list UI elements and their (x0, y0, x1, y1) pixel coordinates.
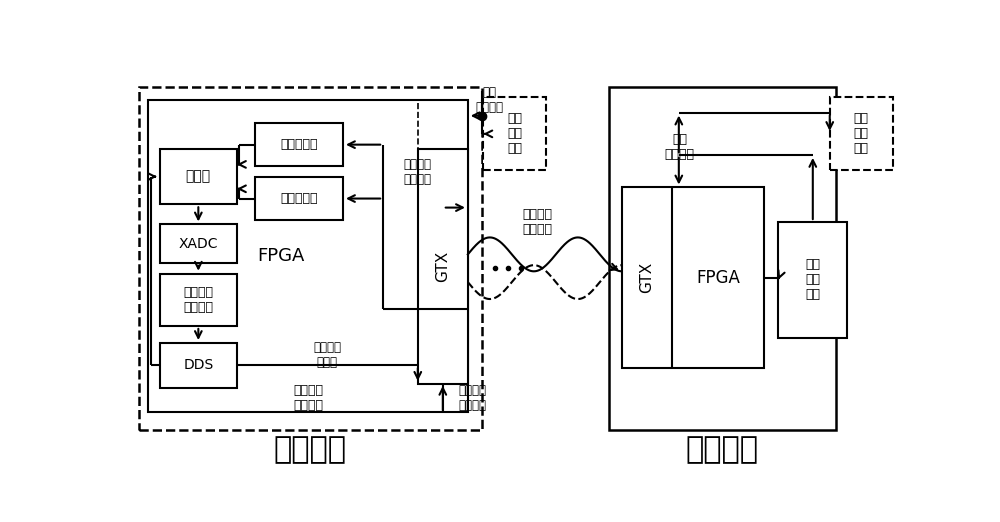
Text: 本地节点: 本地节点 (274, 435, 347, 464)
Text: 时钟
净化
模块: 时钟 净化 模块 (805, 258, 820, 301)
Text: GTX: GTX (639, 262, 654, 293)
Text: XADC: XADC (179, 236, 218, 251)
Text: 远程节点: 远程节点 (686, 435, 759, 464)
Text: 相位补偿
控制量: 相位补偿 控制量 (313, 341, 341, 369)
Text: 光纤串行
数据传输: 光纤串行 数据传输 (522, 208, 552, 236)
Text: FPGA: FPGA (257, 247, 305, 265)
Text: 本地
参考时钟: 本地 参考时钟 (475, 86, 503, 114)
FancyBboxPatch shape (148, 100, 468, 412)
FancyBboxPatch shape (609, 87, 836, 430)
Text: FPGA: FPGA (696, 269, 740, 287)
Text: DDS: DDS (183, 358, 213, 372)
FancyBboxPatch shape (418, 149, 468, 384)
Text: 本地光纤
接收时钟: 本地光纤 接收时钟 (404, 158, 432, 186)
Text: 变频
采样
单元: 变频 采样 单元 (854, 112, 869, 156)
Text: 远程
同步时钟: 远程 同步时钟 (665, 133, 695, 161)
Text: 第一滤波器: 第一滤波器 (280, 192, 318, 205)
Text: 本地锁相
控制模块: 本地锁相 控制模块 (293, 384, 323, 412)
FancyBboxPatch shape (622, 187, 764, 369)
FancyBboxPatch shape (160, 274, 237, 326)
FancyBboxPatch shape (255, 177, 343, 220)
Text: GTX: GTX (435, 251, 450, 282)
FancyBboxPatch shape (160, 343, 237, 387)
Text: 第二滤波器: 第二滤波器 (280, 138, 318, 151)
FancyBboxPatch shape (160, 149, 237, 204)
FancyBboxPatch shape (139, 87, 482, 430)
FancyBboxPatch shape (778, 222, 847, 338)
FancyBboxPatch shape (483, 97, 546, 171)
FancyBboxPatch shape (255, 124, 343, 166)
FancyBboxPatch shape (830, 97, 893, 171)
Text: 鉴相器: 鉴相器 (186, 170, 211, 184)
Text: 变频
采样
单元: 变频 采样 单元 (507, 112, 522, 156)
Text: 本地光纤
发送时钟: 本地光纤 发送时钟 (458, 384, 486, 412)
Text: 数字信号
处理单元: 数字信号 处理单元 (183, 286, 213, 314)
FancyBboxPatch shape (160, 224, 237, 263)
